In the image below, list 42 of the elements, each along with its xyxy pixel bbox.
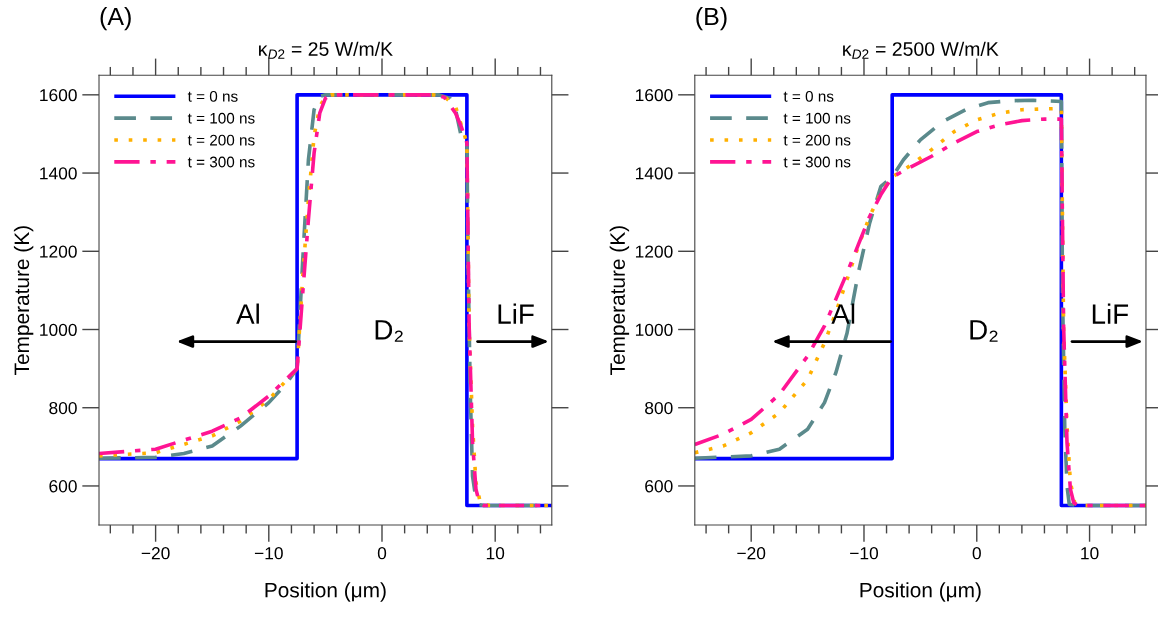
x-tick-label: −20 xyxy=(141,547,170,560)
y-tick-label: 1000 xyxy=(40,323,77,336)
chart-title: κ$_{D2}$ = 2500 W/m/K xyxy=(843,41,999,59)
x-tick-label: 10 xyxy=(1081,547,1099,560)
annotation: Al xyxy=(236,303,259,324)
y-tick-label: 1400 xyxy=(40,167,77,180)
y-tick-label: 1200 xyxy=(40,245,77,258)
y-tick-label: 1600 xyxy=(635,89,673,102)
chart-title: κ$_{D2}$ = 25 W/m/K xyxy=(259,41,393,59)
x-tick-label: 10 xyxy=(486,547,505,560)
text: (A) xyxy=(100,6,131,31)
x-axis-title: Position (μm) xyxy=(860,582,981,602)
y-tick-label: 1400 xyxy=(635,167,673,180)
legend-label: t = 200 ns xyxy=(187,134,255,146)
x-tick-label: −20 xyxy=(737,547,766,560)
annotation: D₂ xyxy=(375,320,403,342)
y-tick-label: 800 xyxy=(49,401,77,415)
annotation: D₂ xyxy=(970,320,998,342)
y-axis-title: Temperature (K) xyxy=(13,226,34,375)
legend-label: t = 300 ns xyxy=(783,156,851,168)
annotation: LiF xyxy=(1092,303,1129,324)
x-tick-label: 0 xyxy=(377,547,387,560)
legend-label: t = 100 ns xyxy=(783,112,851,124)
y-tick-label: 600 xyxy=(49,480,77,493)
y-tick-label: 1600 xyxy=(40,89,77,102)
x-tick-label: 0 xyxy=(972,547,981,560)
legend-label: t = 0 ns xyxy=(783,90,834,102)
y-tick-label: 1000 xyxy=(635,323,673,336)
y-axis-title: Temperature (K) xyxy=(609,226,630,375)
legend-label: t = 200 ns xyxy=(783,134,851,146)
text: (B) xyxy=(696,6,727,31)
x-tick-label: −10 xyxy=(254,547,283,560)
y-tick-label: 1200 xyxy=(635,245,673,258)
legend-label: t = 300 ns xyxy=(187,156,255,168)
x-axis-title: Position (μm) xyxy=(265,582,386,602)
x-tick-label: −10 xyxy=(850,547,879,560)
legend-label: t = 100 ns xyxy=(187,112,255,124)
y-tick-label: 600 xyxy=(645,480,673,493)
annotation: LiF xyxy=(498,303,534,324)
annotation: Al xyxy=(831,303,855,324)
legend-label: t = 0 ns xyxy=(187,90,238,102)
y-tick-label: 800 xyxy=(645,401,673,415)
